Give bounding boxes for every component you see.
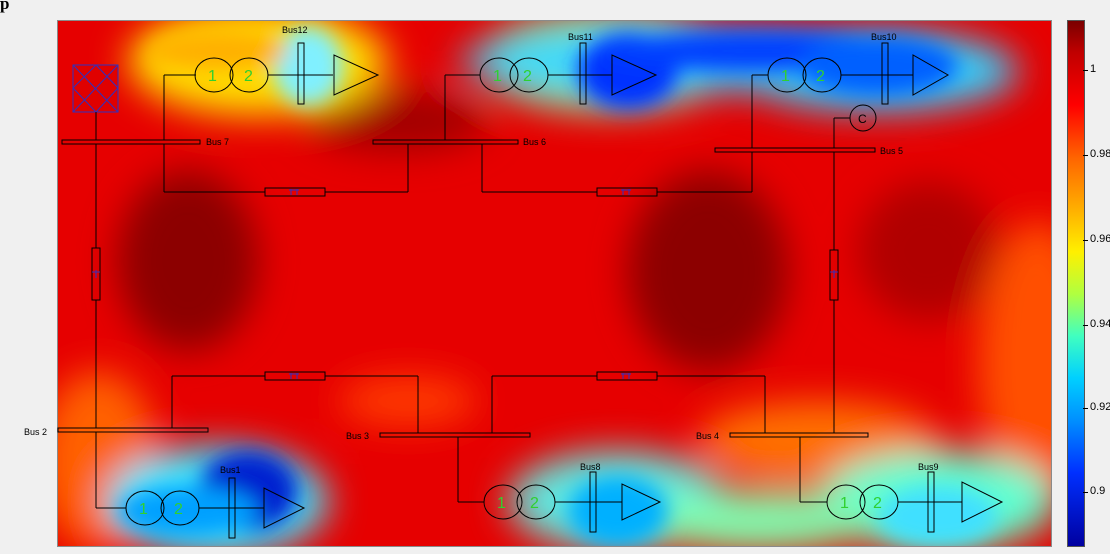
label-bus9: Bus9: [918, 462, 939, 472]
colorbar-tick: [1083, 325, 1088, 326]
bus8-bar[interactable]: [589, 471, 597, 533]
transformer-bus8-primary: [483, 484, 523, 520]
label-bus12: Bus12: [282, 25, 308, 35]
label-bus3: Bus 3: [346, 431, 369, 441]
heatmap-blobs: [58, 21, 1051, 546]
load-bus11: [611, 54, 658, 96]
line-2-3[interactable]: [264, 371, 326, 381]
label-bus4: Bus 4: [696, 431, 719, 441]
label-bus6: Bus 6: [523, 137, 546, 147]
load-bus8: [621, 483, 662, 521]
transformer-bus1-primary: [125, 490, 165, 526]
tr1-secondary-label: 2: [174, 501, 183, 518]
generator-hatch: [72, 64, 119, 113]
bus12-bar[interactable]: [297, 42, 305, 105]
transformer-bus12-primary: [194, 57, 234, 93]
tr12-primary-label: 1: [208, 68, 217, 85]
tr8-primary-label: 1: [497, 495, 506, 512]
label-bus5: Bus 5: [880, 146, 903, 156]
compensator-icon: [849, 104, 877, 132]
tr8-secondary-label: 2: [530, 495, 539, 512]
label-bus10: Bus10: [871, 32, 897, 42]
load-bus9: [961, 481, 1004, 523]
tr10-secondary-label: 2: [816, 68, 825, 85]
colorbar-tick-label: 0.9: [1090, 485, 1106, 497]
tr9-primary-label: 1: [840, 495, 849, 512]
bus10-bar[interactable]: [881, 42, 889, 105]
label-bus8: Bus8: [580, 462, 601, 472]
colorbar-tick-label: 0.98: [1090, 148, 1110, 160]
tr11-secondary-label: 2: [523, 68, 532, 85]
bus4-bar[interactable]: [729, 432, 869, 438]
tr1-primary-label: 1: [139, 501, 148, 518]
line-2-3-marker: [289, 373, 299, 379]
colorbar-tick-label: 0.92: [1090, 401, 1110, 413]
load-bus1: [263, 487, 306, 529]
tr12-secondary-label: 2: [244, 68, 253, 85]
colorbar-tick-label: 1: [1090, 63, 1097, 75]
transformer-bus11-primary: [479, 57, 519, 93]
bus3-bar[interactable]: [379, 432, 531, 438]
colorbar-tick-label: 0.94: [1090, 318, 1110, 330]
line-7-6[interactable]: [264, 187, 326, 197]
bus1-bar[interactable]: [228, 477, 236, 539]
line-6-5-marker: [621, 189, 631, 195]
title-fragment: p: [0, 0, 10, 13]
line-6-5[interactable]: [596, 187, 658, 197]
bus5-bar[interactable]: [714, 147, 876, 153]
colorbar-tick: [1083, 408, 1088, 409]
colorbar-tick: [1083, 155, 1088, 156]
line-7-6-marker: [289, 189, 299, 195]
bus9-bar[interactable]: [927, 471, 935, 533]
colorbar-tick-label: 0.96: [1090, 233, 1110, 245]
load-bus10: [912, 54, 950, 96]
bus7-bar[interactable]: [61, 139, 201, 145]
colorbar-tick: [1083, 492, 1088, 493]
tr11-primary-label: 1: [493, 68, 502, 85]
label-bus2: Bus 2: [24, 427, 47, 437]
compensator-label: C: [858, 112, 867, 126]
load-bus12: [333, 54, 380, 96]
colorbar-tick: [1083, 70, 1088, 71]
label-bus7: Bus 7: [206, 137, 229, 147]
label-bus11: Bus11: [568, 32, 593, 42]
tr10-primary-label: 1: [781, 68, 790, 85]
bus2-bar[interactable]: [57, 427, 209, 433]
bus11-bar[interactable]: [579, 42, 587, 105]
label-bus1: Bus1: [220, 465, 241, 475]
colorbar: [1067, 20, 1085, 547]
transformer-bus10-primary: [767, 57, 807, 93]
line-2-7-marker: [92, 270, 100, 278]
line-3-4[interactable]: [596, 371, 658, 381]
transformer-bus9-primary: [826, 484, 866, 520]
colorbar-tick: [1083, 240, 1088, 241]
bus6-bar[interactable]: [372, 139, 519, 145]
line-5-4-marker: [830, 270, 838, 278]
line-3-4-marker: [621, 373, 631, 379]
voltage-heatmap: [57, 20, 1052, 547]
tr9-secondary-label: 2: [873, 495, 882, 512]
